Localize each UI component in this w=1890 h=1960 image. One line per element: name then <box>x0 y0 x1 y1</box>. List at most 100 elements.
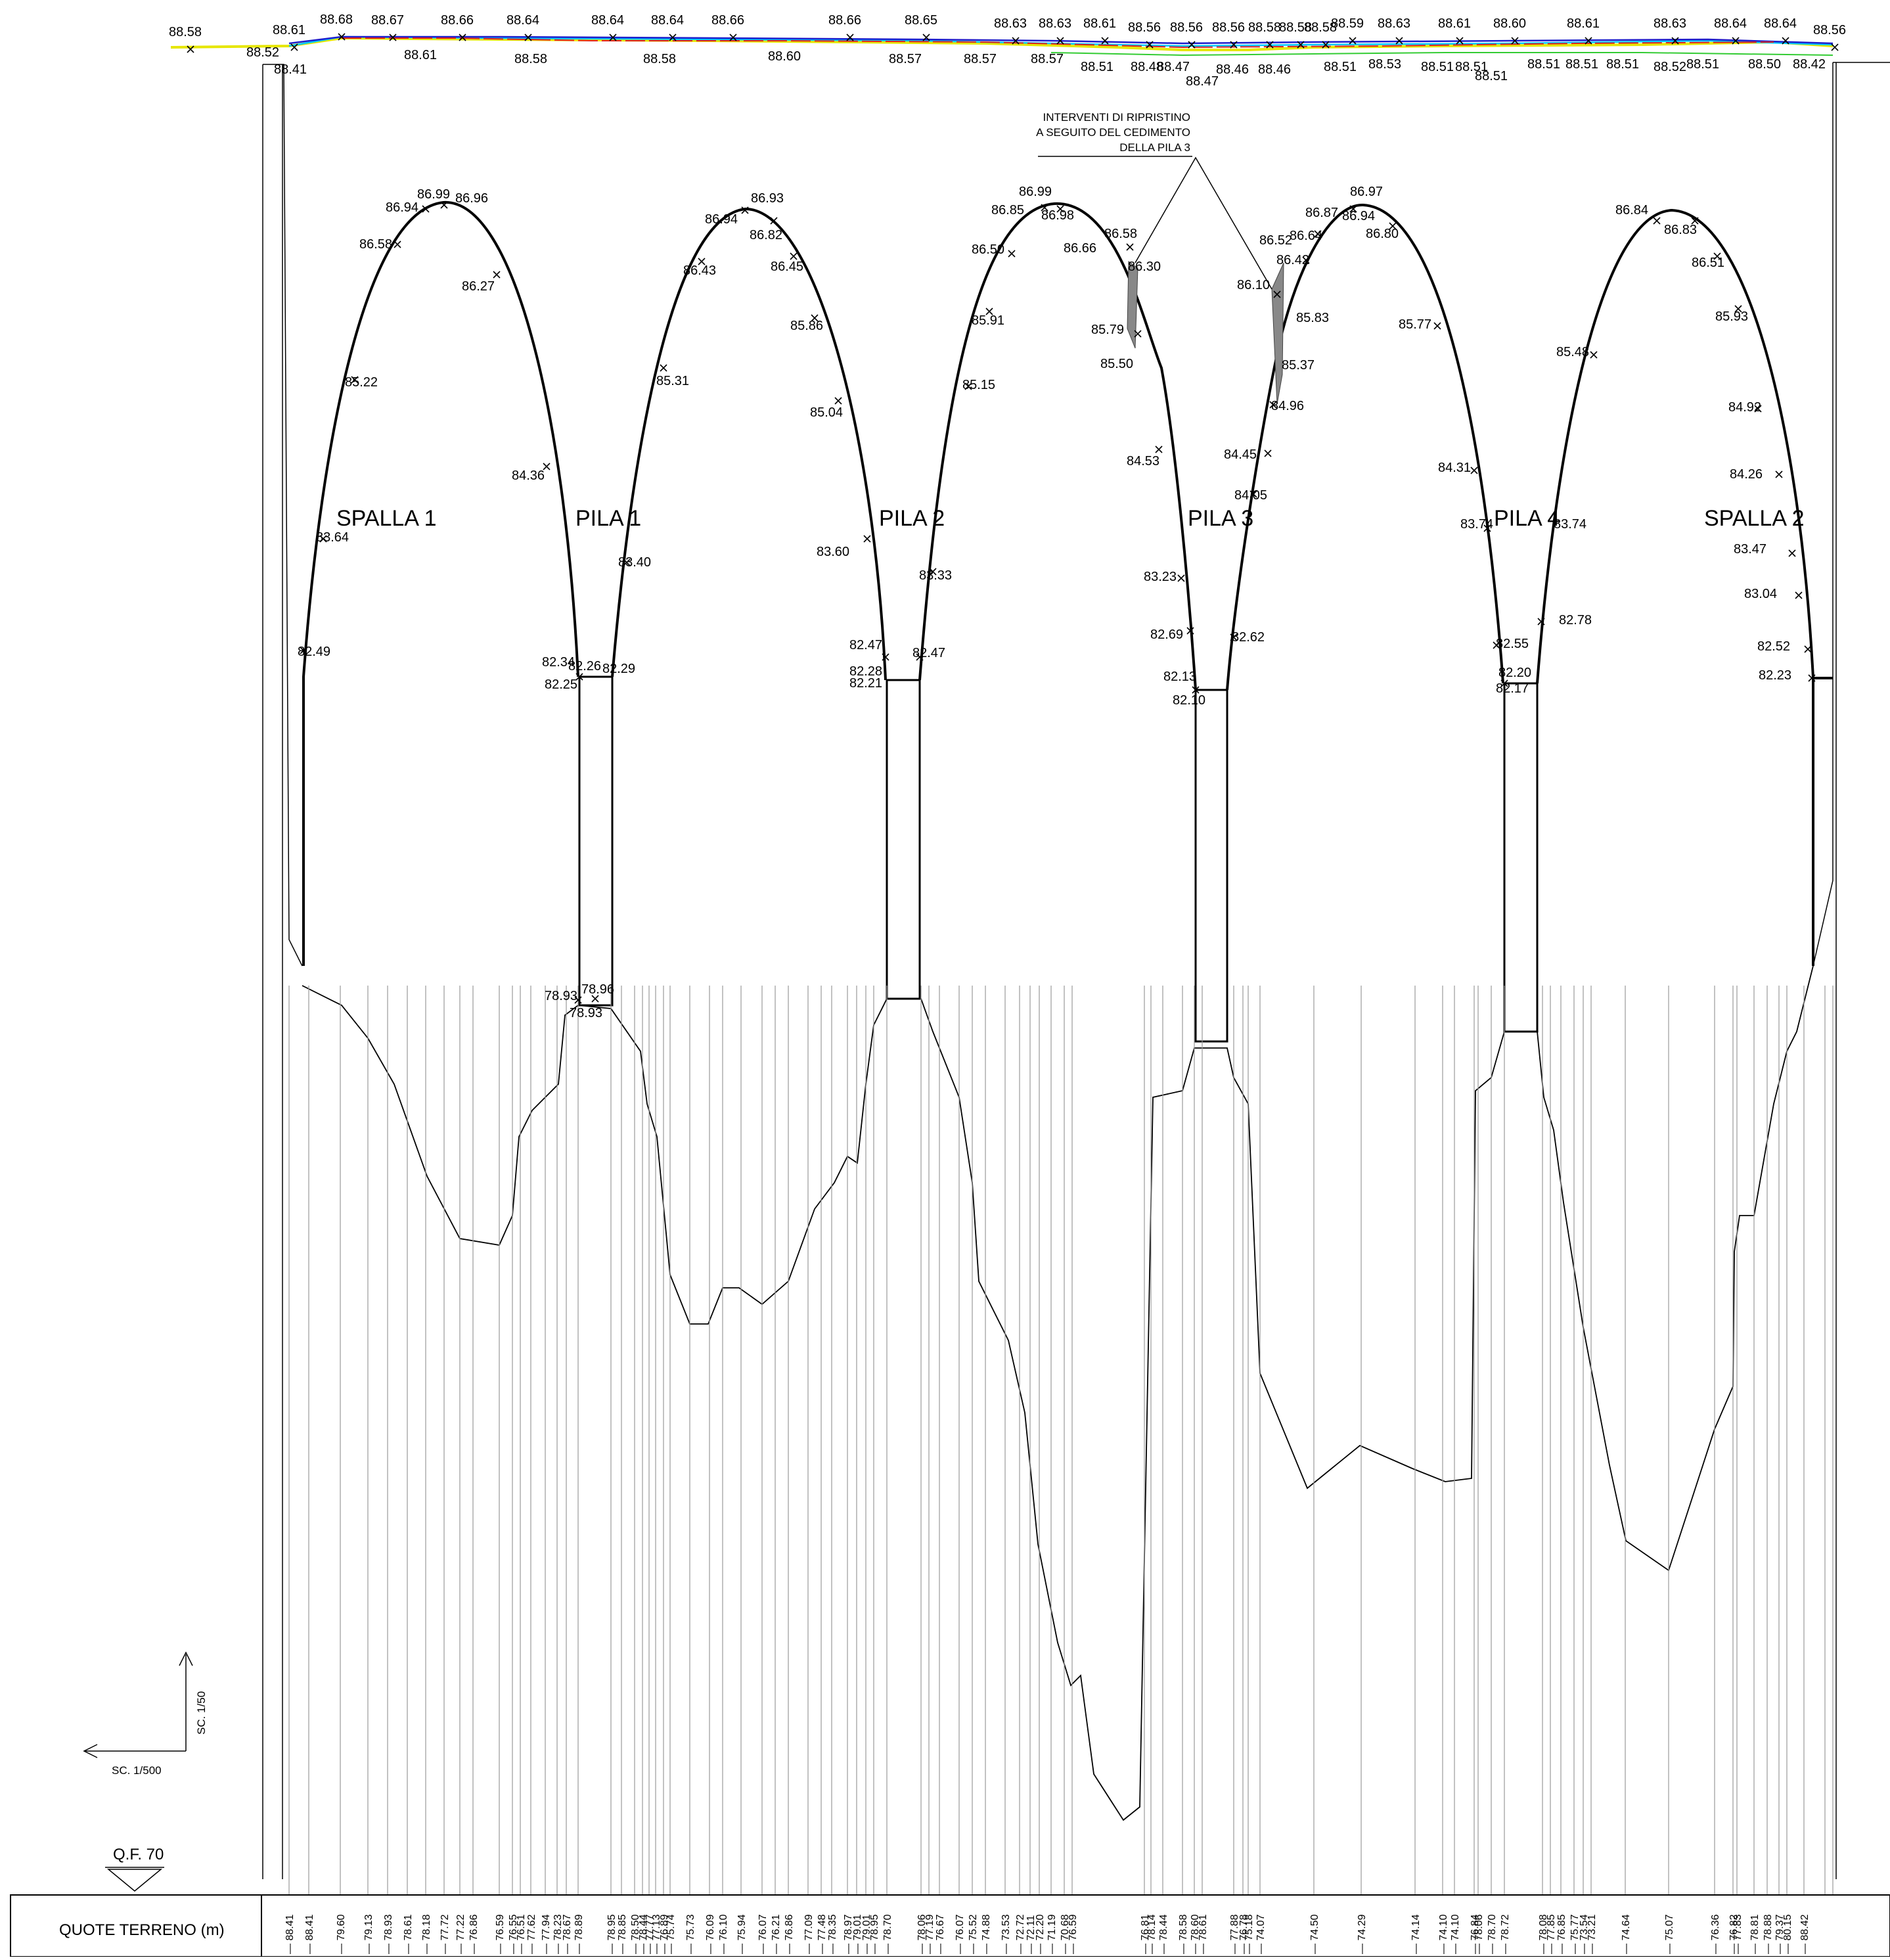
ground-level-value: — 78.06 <box>1474 1914 1485 1954</box>
ground-level-value: — 76.07 <box>757 1914 769 1954</box>
arch-level: 86.51 <box>1692 256 1724 270</box>
ground-level-value: — 77.77 <box>644 1914 656 1954</box>
deck-bottom-level: 88.51 <box>1475 69 1508 83</box>
arch-level: 85.83 <box>1296 311 1329 325</box>
arch-level: 85.04 <box>810 405 843 420</box>
ground-level-value: — 75.18 <box>1244 1914 1255 1954</box>
deck-bottom-level: 88.51 <box>1421 60 1454 74</box>
arch-level: 85.37 <box>1282 358 1315 373</box>
arch-level: 85.93 <box>1715 309 1748 324</box>
arch-level: 82.62 <box>1232 630 1265 645</box>
ground-level-value: — 73.54 <box>1579 1914 1590 1954</box>
ground-level-value: — 79.01 <box>852 1914 863 1954</box>
arch-level: 82.25 <box>545 677 577 692</box>
arch-level: 85.48 <box>1556 345 1589 359</box>
arch-level: 82.20 <box>1498 666 1531 680</box>
ground-level-value: — 74.10 <box>1438 1914 1449 1954</box>
ground-level-value: — 76.81 <box>1140 1914 1151 1954</box>
ground-level-value: — 78.81 <box>1749 1914 1761 1954</box>
arch-level: 84.96 <box>1271 399 1304 413</box>
arch-level: 86.52 <box>1259 233 1292 248</box>
deck-bottom-level: 88.47 <box>1186 74 1219 89</box>
arch-level: 84.92 <box>1728 400 1761 415</box>
arch-level: 82.26 <box>568 659 601 673</box>
deck-top-level: 88.58 <box>1279 20 1312 35</box>
arch-span-5 <box>1536 208 1814 966</box>
arch-level: 86.83 <box>1664 223 1697 237</box>
ground-level-value: — 74.50 <box>1309 1914 1320 1954</box>
ground-level-value: — 76.59 <box>495 1914 506 1954</box>
arch-level: 84.45 <box>1224 447 1257 462</box>
deck-top-level: 88.63 <box>1039 16 1071 31</box>
arch-level: 78.93 <box>570 1006 602 1020</box>
ground-level-value: — 78.18 <box>421 1914 432 1954</box>
deck-top-level: 88.56 <box>1813 23 1846 37</box>
deck-top-level: 88.61 <box>1438 16 1471 31</box>
arch-level: 86.85 <box>991 203 1024 217</box>
arch-level: 82.23 <box>1759 668 1791 683</box>
deck-top-level: 88.63 <box>1378 16 1410 31</box>
deck-bottom-level: 88.51 <box>1565 57 1598 72</box>
arch-level: 86.87 <box>1305 206 1338 220</box>
ground-level-value: — 77.09 <box>803 1914 815 1954</box>
deck-top-levels: 88.58 88.61 88.68 88.67 88.66 88.64 88.64 88.64… <box>169 12 1846 53</box>
ground-level-value: — 88.42 <box>1799 1914 1811 1954</box>
deck-top-level: 88.56 <box>1212 20 1245 35</box>
arch-span-1 <box>302 200 579 966</box>
ground-level-value: — 74.10 <box>1450 1914 1461 1954</box>
pila-4-shaft <box>1503 682 1539 1033</box>
arch-level: 84.05 <box>1234 488 1267 503</box>
arch-level: 86.94 <box>1342 209 1375 223</box>
deck-bottom-level: 88.58 <box>643 52 676 66</box>
arch-level: 86.10 <box>1237 278 1270 292</box>
ground-level-value: — 76.10 <box>718 1914 729 1954</box>
arch-level: 82.47 <box>849 638 882 652</box>
deck-bottom-level: 88.51 <box>1606 57 1639 72</box>
ground-level-value: — 77.19 <box>924 1914 935 1954</box>
ground-level-value: — 77.88 <box>1229 1914 1240 1954</box>
ground-level-value: — 78.67 <box>562 1914 573 1954</box>
deck-top-level: 88.63 <box>1654 16 1686 31</box>
arch-level: 86.42 <box>1276 253 1309 267</box>
deck-bottom-level: 88.52 <box>1654 60 1686 74</box>
arch-level: 85.50 <box>1100 357 1133 371</box>
deck-top-level: 88.58 <box>1304 20 1337 35</box>
spalla-2-outline <box>1812 62 1890 1879</box>
arch-level: 86.93 <box>751 191 784 206</box>
scale-indicator: SC. 1/50 SC. 1/500 <box>83 1651 208 1777</box>
label-pila-3: PILA 3 <box>1188 506 1253 531</box>
label-spalla-2: SPALLA 2 <box>1704 506 1805 531</box>
note-line-2: A SEGUITO DEL CEDIMENTO <box>1036 126 1190 139</box>
deck-top-level: 88.67 <box>371 13 404 28</box>
arch-level: 86.30 <box>1128 260 1161 274</box>
arch-level: 86.82 <box>750 228 782 242</box>
ground-level-value: — 78.58 <box>1178 1914 1189 1954</box>
ground-level-value: — 75.74 <box>665 1914 677 1954</box>
arch-level: 82.47 <box>912 646 945 660</box>
arch-level: 83.33 <box>919 568 952 583</box>
spalla-1-outline <box>262 64 303 1879</box>
ground-level-value: — 78.93 <box>383 1914 394 1954</box>
ground-level-value: — 78.85 <box>617 1914 628 1954</box>
ground-level-value: — 79.37 <box>1774 1914 1786 1954</box>
ground-level-value: — 78.35 <box>827 1914 838 1954</box>
arch-level: 86.96 <box>455 191 488 206</box>
arch-level: 86.27 <box>462 279 495 294</box>
scale-horizontal: SC. 1/500 <box>112 1764 162 1777</box>
arch-level: 82.49 <box>298 645 330 659</box>
ground-level-value: — 78.60 <box>1190 1914 1201 1954</box>
deck-bottom-level: 88.58 <box>514 52 547 66</box>
arch-level: 82.29 <box>602 662 635 676</box>
ground-level-value: — 72.11 <box>1025 1915 1037 1954</box>
ground-level-value: — 70.68 <box>1060 1914 1071 1954</box>
ground-level-value: — 77.22 <box>455 1914 466 1954</box>
label-spalla-1: SPALLA 1 <box>336 506 437 531</box>
deck-top-level: 88.56 <box>1170 20 1203 35</box>
ground-level-value: — 78.95 <box>869 1914 880 1954</box>
deck-bottom-level: 88.51 <box>1527 57 1560 72</box>
arch-level: 82.78 <box>1559 613 1592 627</box>
arch-level: 82.52 <box>1757 639 1790 654</box>
deck-bottom-level: 88.57 <box>964 52 997 66</box>
arch-span-4 <box>1226 203 1504 691</box>
